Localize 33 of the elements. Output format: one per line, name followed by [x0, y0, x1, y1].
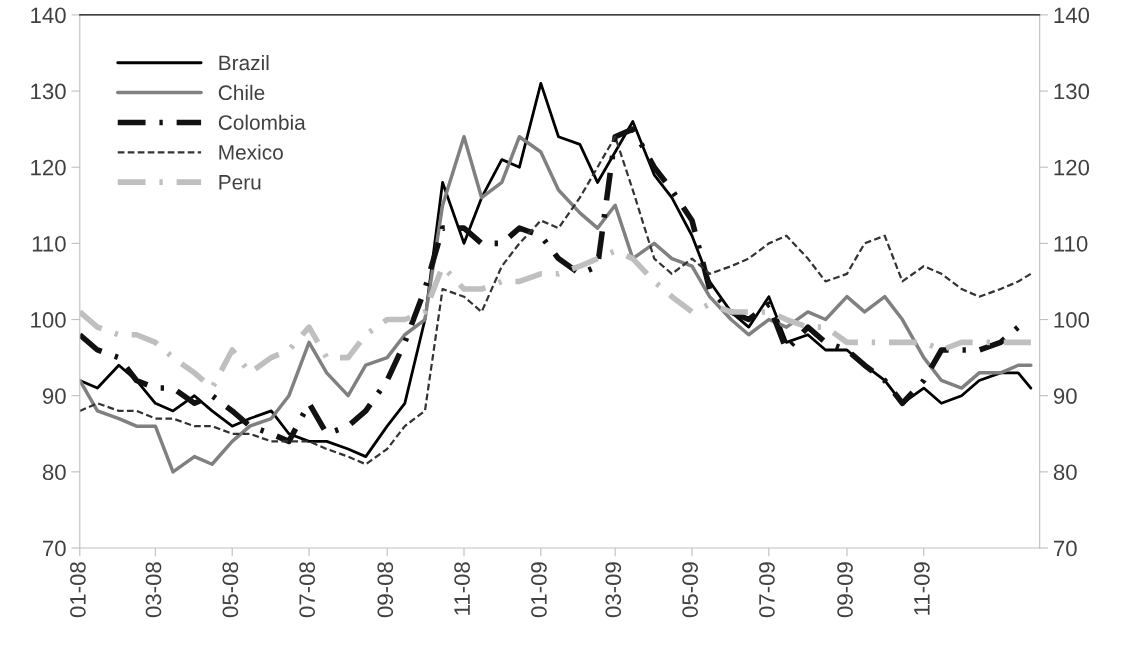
y-tick-label: 110	[32, 235, 66, 252]
y-tick-label: 80	[42, 464, 66, 481]
legend-label: Colombia	[218, 114, 306, 130]
y-tick-label: 70	[43, 540, 66, 557]
y2-tick-label: 70	[1054, 540, 1077, 557]
y2-tick-label: 130	[1054, 83, 1090, 100]
legend-label: Chile	[218, 84, 265, 101]
x-tick-label: 01-08	[70, 562, 86, 618]
y-tick-label: 100	[31, 312, 66, 328]
y2-tick-label: 80	[1053, 464, 1077, 481]
y-tick-label: 120	[31, 159, 66, 176]
x-tick-label: 03-08	[145, 562, 162, 618]
x-tick-label: 07-09	[759, 562, 775, 618]
y-tick-label: 140	[31, 7, 66, 24]
legend-label: Mexico	[219, 144, 283, 160]
x-tick-label: 09-09	[837, 562, 853, 618]
x-tick-label: 09-08	[377, 562, 394, 618]
x-tick-label: 03-09	[605, 562, 622, 618]
y2-tick-label: 90	[1053, 388, 1077, 404]
y2-tick-label: 140	[1054, 7, 1090, 24]
y-tick-label: 130	[31, 83, 66, 100]
x-tick-label: 01-09	[531, 562, 547, 618]
y2-tick-label: 120	[1054, 159, 1090, 176]
y2-tick-label: 100	[1054, 312, 1090, 328]
x-tick-label: 07-08	[299, 562, 316, 618]
x-tick-label: 11-09	[914, 562, 930, 615]
x-tick-label: 05-09	[682, 562, 698, 618]
y2-tick-label: 110	[1054, 235, 1088, 252]
x-tick-label: 11-08	[454, 562, 470, 615]
y-tick-label: 90	[42, 388, 66, 404]
legend-label: Brazil	[219, 54, 269, 71]
legend-label: Peru	[219, 175, 261, 190]
x-tick-label: 05-08	[222, 562, 239, 618]
